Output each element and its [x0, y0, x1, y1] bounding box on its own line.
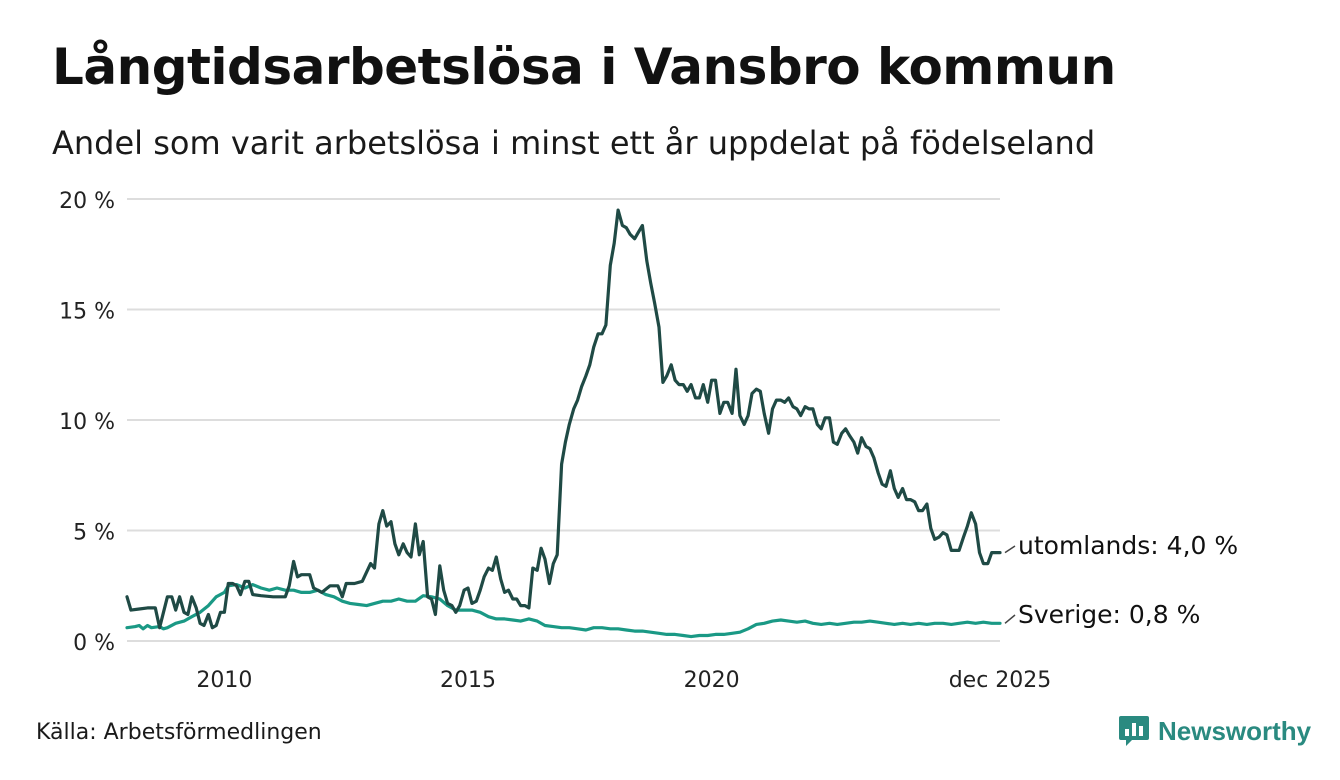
chart-subtitle: Andel som varit arbetslösa i minst ett å… — [52, 124, 1096, 162]
brand-name: Newsworthy — [1158, 715, 1312, 746]
x-axis-labels: 2010 2015 2020 dec 2025 — [196, 668, 1051, 693]
end-label-leader-utomlands — [1004, 545, 1016, 554]
y-tick-label-4: 20 % — [59, 189, 115, 214]
gridlines — [127, 198, 1000, 642]
series-line-sverige — [125, 583, 1002, 639]
chart-title: Långtidsarbetslösa i Vansbro kommun — [52, 38, 1116, 96]
series-end-labels: utomlands: 4,0 % Sverige: 0,8 % — [1004, 531, 1238, 629]
y-axis-labels: 0 % 5 % 10 % 15 % 20 % — [59, 189, 115, 656]
brand-logo: Newsworthy — [1118, 714, 1311, 748]
x-tick-label-3: dec 2025 — [949, 668, 1052, 693]
series-lines — [125, 208, 1002, 639]
x-tick-label-1: 2015 — [440, 668, 496, 693]
series-line-utomlands — [125, 208, 1002, 630]
newsworthy-logo-icon — [1119, 716, 1149, 746]
y-tick-label-1: 5 % — [73, 521, 115, 546]
end-label-leader-sverige — [1004, 614, 1016, 624]
x-tick-label-0: 2010 — [196, 668, 252, 693]
y-tick-label-0: 0 % — [73, 631, 115, 656]
source-note: Källa: Arbetsförmedlingen — [36, 720, 322, 745]
end-label-utomlands: utomlands: 4,0 % — [1018, 531, 1238, 560]
y-tick-label-2: 10 % — [59, 410, 115, 435]
end-label-sverige: Sverige: 0,8 % — [1018, 600, 1200, 629]
y-tick-label-3: 15 % — [59, 300, 115, 325]
x-tick-label-2: 2020 — [684, 668, 740, 693]
